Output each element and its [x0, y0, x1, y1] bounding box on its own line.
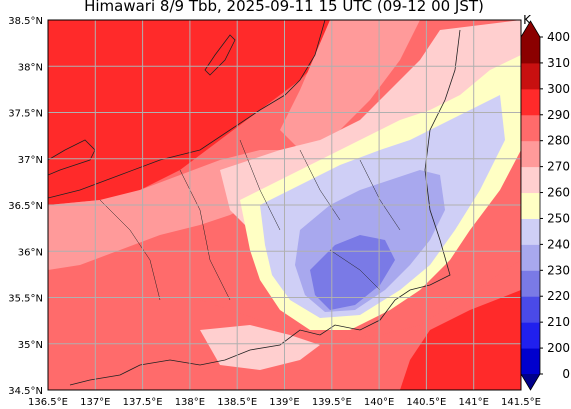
colorbar-tick-label: 270	[547, 160, 570, 174]
colorbar-tick-label: 210	[547, 315, 570, 329]
coastline-pacific	[69, 29, 461, 386]
figure-title: Himawari 8/9 Tbb, 2025-09-11 15 UTC (09-…	[84, 0, 484, 15]
latitude-tick-label: 35°N	[18, 340, 43, 351]
colorbar-segment	[521, 244, 540, 271]
colorbar-tick-label: 310	[547, 56, 570, 70]
colorbar-segment	[521, 348, 540, 375]
latitude-tick-label: 38.5°N	[8, 16, 43, 27]
longitude-tick-label: 141.5°E	[501, 397, 541, 408]
colorbar-segment	[521, 140, 540, 168]
longitude-tick-label: 140.5°E	[406, 397, 446, 408]
colorbar-unit: K	[523, 13, 532, 27]
coastline-noto	[48, 139, 96, 176]
latitude-tick-label: 36.5°N	[8, 201, 43, 212]
longitude-tick-label: 138.5°E	[217, 397, 257, 408]
longitude-tick-label: 138°E	[175, 397, 205, 408]
colorbar-tick-labels: 0 200 210 220 230 240 250 260 270 280 290 300 310 400	[540, 30, 570, 381]
colorbar-tick-label: 400	[547, 30, 570, 44]
field-south-warm	[48, 260, 521, 390]
coastline-sado-island	[204, 34, 236, 76]
latitude-tick-label: 37°N	[18, 155, 43, 166]
field-south-hot	[400, 290, 521, 390]
prefecture-boundaries	[99, 139, 401, 301]
latitude-tick-labels: 34.5°N 35°N 35.5°N 36°N 36.5°N 37°N 37.5°N 38°N…	[8, 16, 43, 397]
colorbar-segment	[521, 114, 540, 142]
colorbar-tick-label: 260	[547, 186, 570, 200]
longitude-tick-label: 139°E	[269, 397, 299, 408]
colorbar-segment	[521, 192, 540, 219]
colorbar-tick-label: 300	[547, 82, 570, 96]
longitude-tick-label: 136.5°E	[28, 397, 68, 408]
colorbar-tick-label: 220	[547, 289, 570, 303]
field-south-pale	[200, 325, 320, 370]
colorbar	[520, 20, 541, 391]
graticule	[48, 20, 521, 390]
longitude-tick-label: 139.5°E	[312, 397, 352, 408]
colorbar-tick-label: 0	[562, 367, 570, 381]
colorbar-segment	[521, 322, 540, 349]
latitude-tick-label: 38°N	[18, 62, 43, 73]
latitude-tick-label: 34.5°N	[8, 386, 43, 397]
colorbar-segment	[521, 296, 540, 323]
colorbar-tick-label: 200	[547, 341, 570, 355]
longitude-tick-label: 141°E	[458, 397, 488, 408]
colorbar-extend-min	[521, 374, 540, 390]
colorbar-tick-label: 230	[547, 263, 570, 277]
coastlines	[48, 20, 461, 386]
latitude-tick-label: 36°N	[18, 247, 43, 258]
latitude-tick-label: 37.5°N	[8, 109, 43, 120]
colorbar-extend-max	[521, 21, 540, 37]
coastline-sea-of-japan	[48, 20, 326, 199]
colorbar-tick-label: 240	[547, 237, 570, 251]
colorbar-tick-label: 280	[547, 134, 570, 148]
field-cloud-deep-blue	[310, 235, 395, 310]
colorbar-tick-label: 290	[547, 108, 570, 122]
colorbar-segment	[521, 218, 540, 245]
colorbar-segment	[521, 270, 540, 297]
longitude-tick-label: 140°E	[364, 397, 394, 408]
latitude-tick-label: 35.5°N	[8, 294, 43, 305]
longitude-tick-label: 137°E	[80, 397, 110, 408]
longitude-tick-label: 137.5°E	[123, 397, 163, 408]
colorbar-tick-label: 250	[547, 211, 570, 225]
field-hot-northeast	[280, 20, 420, 150]
colorbar-segment	[521, 88, 540, 116]
colorbar-segment	[521, 37, 540, 64]
colorbar-segment	[521, 62, 540, 90]
colorbar-segment	[521, 166, 540, 194]
longitude-tick-labels: 136.5°E 137°E 137.5°E 138°E 138.5°E 139°E 139.…	[28, 397, 541, 408]
